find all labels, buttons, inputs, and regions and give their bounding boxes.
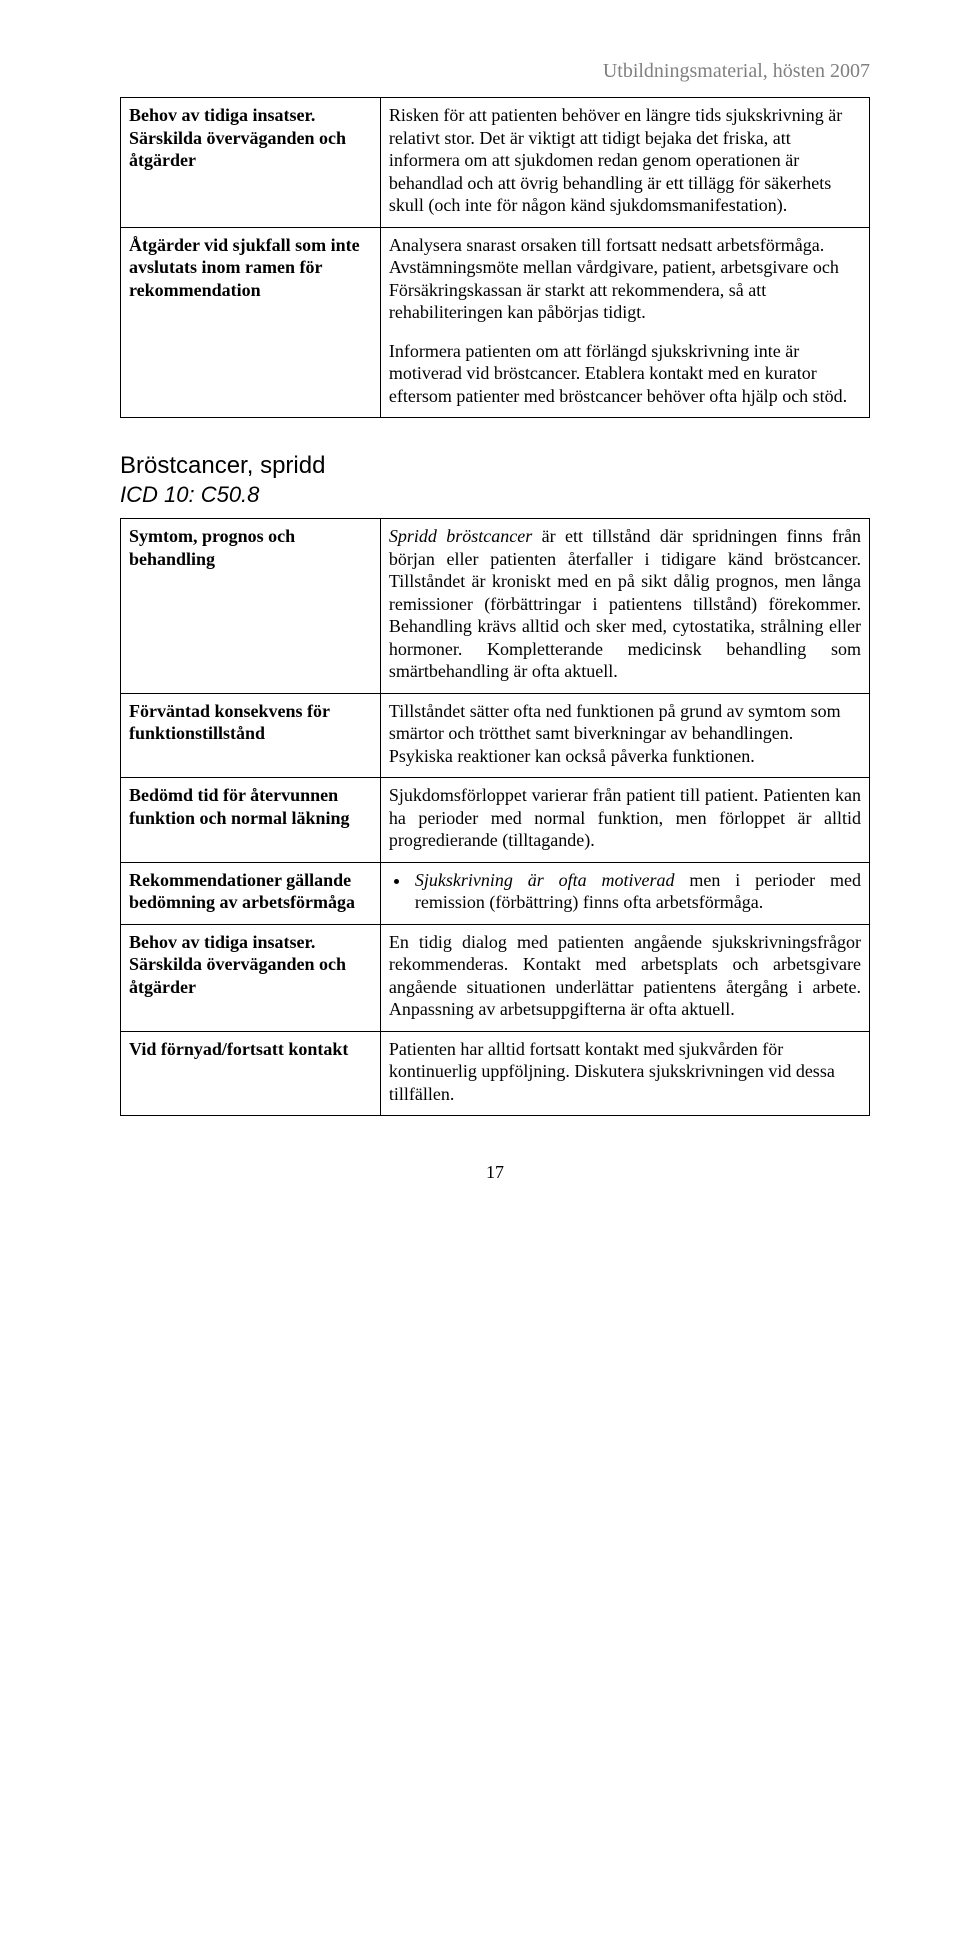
t2-r1-right: Tillståndet sätter ofta ned funktionen p… <box>380 693 869 778</box>
section-2-subtitle: ICD 10: C50.8 <box>120 482 870 508</box>
table-row: Behov av tidiga insatser. Särskilda över… <box>121 98 870 228</box>
t1-r1-right-p1: Analysera snarast orsaken till fortsatt … <box>380 227 869 334</box>
page-container: Utbildningsmaterial, hösten 2007 Behov a… <box>0 0 960 1223</box>
header-right-text: Utbildningsmaterial, hösten 2007 <box>120 60 870 83</box>
t2-r3-bullet-list: Sjukskrivning är ofta motiverad men i pe… <box>411 869 861 914</box>
t1-r1-left: Åtgärder vid sjukfall som inte avslutats… <box>121 227 381 334</box>
t1-r1-right-p1-text: Analysera snarast orsaken till fortsatt … <box>389 234 861 324</box>
t2-r3-bullet: Sjukskrivning är ofta motiverad men i pe… <box>411 869 861 914</box>
t2-r4-left: Behov av tidiga insatser. Särskilda över… <box>121 924 381 1031</box>
table-2: Symtom, prognos och behandling Spridd br… <box>120 518 870 1116</box>
t2-r0-right-italic: Spridd bröstcancer <box>389 526 532 546</box>
table-row: Informera patienten om att förlängd sjuk… <box>121 334 870 418</box>
t2-r2-right: Sjukdomsförloppet varierar från patient … <box>380 778 869 863</box>
table-row: Vid förnyad/fortsatt kontakt Patienten h… <box>121 1031 870 1116</box>
t2-r0-left: Symtom, prognos och behandling <box>121 519 381 694</box>
t1-r0-left: Behov av tidiga insatser. Särskilda över… <box>121 98 381 228</box>
table-row: Behov av tidiga insatser. Särskilda över… <box>121 924 870 1031</box>
table-1: Behov av tidiga insatser. Särskilda över… <box>120 97 870 418</box>
table-row: Bedömd tid för återvunnen funktion och n… <box>121 778 870 863</box>
t2-r4-right: En tidig dialog med patienten angående s… <box>380 924 869 1031</box>
page-number: 17 <box>120 1162 870 1183</box>
t2-r0-right: Spridd bröstcancer är ett tillstånd där … <box>380 519 869 694</box>
section-2-title: Bröstcancer, spridd <box>120 452 870 480</box>
table-row: Rekommendationer gällande bedömning av a… <box>121 862 870 924</box>
t2-r2-left: Bedömd tid för återvunnen funktion och n… <box>121 778 381 863</box>
t2-r0-right-rest: är ett tillstånd där spridningen finns f… <box>389 526 861 681</box>
t1-r1-right-p2-text: Informera patienten om att förlängd sjuk… <box>389 340 861 408</box>
t2-r3-left: Rekommendationer gällande bedömning av a… <box>121 862 381 924</box>
table-row: Åtgärder vid sjukfall som inte avslutats… <box>121 227 870 334</box>
t2-r3-bullet-italic: Sjukskrivning är ofta motiverad <box>415 870 675 890</box>
t2-r5-left: Vid förnyad/fortsatt kontakt <box>121 1031 381 1116</box>
table-row: Förväntad konsekvens för funktionstillst… <box>121 693 870 778</box>
t1-r0-right: Risken för att patienten behöver en läng… <box>380 98 869 228</box>
t1-r1b-left <box>121 334 381 418</box>
t2-r1-left: Förväntad konsekvens för funktionstillst… <box>121 693 381 778</box>
t2-r5-right: Patienten har alltid fortsatt kontakt me… <box>380 1031 869 1116</box>
t1-r1b-right: Informera patienten om att förlängd sjuk… <box>380 334 869 418</box>
table-row: Symtom, prognos och behandling Spridd br… <box>121 519 870 694</box>
t2-r3-right: Sjukskrivning är ofta motiverad men i pe… <box>380 862 869 924</box>
